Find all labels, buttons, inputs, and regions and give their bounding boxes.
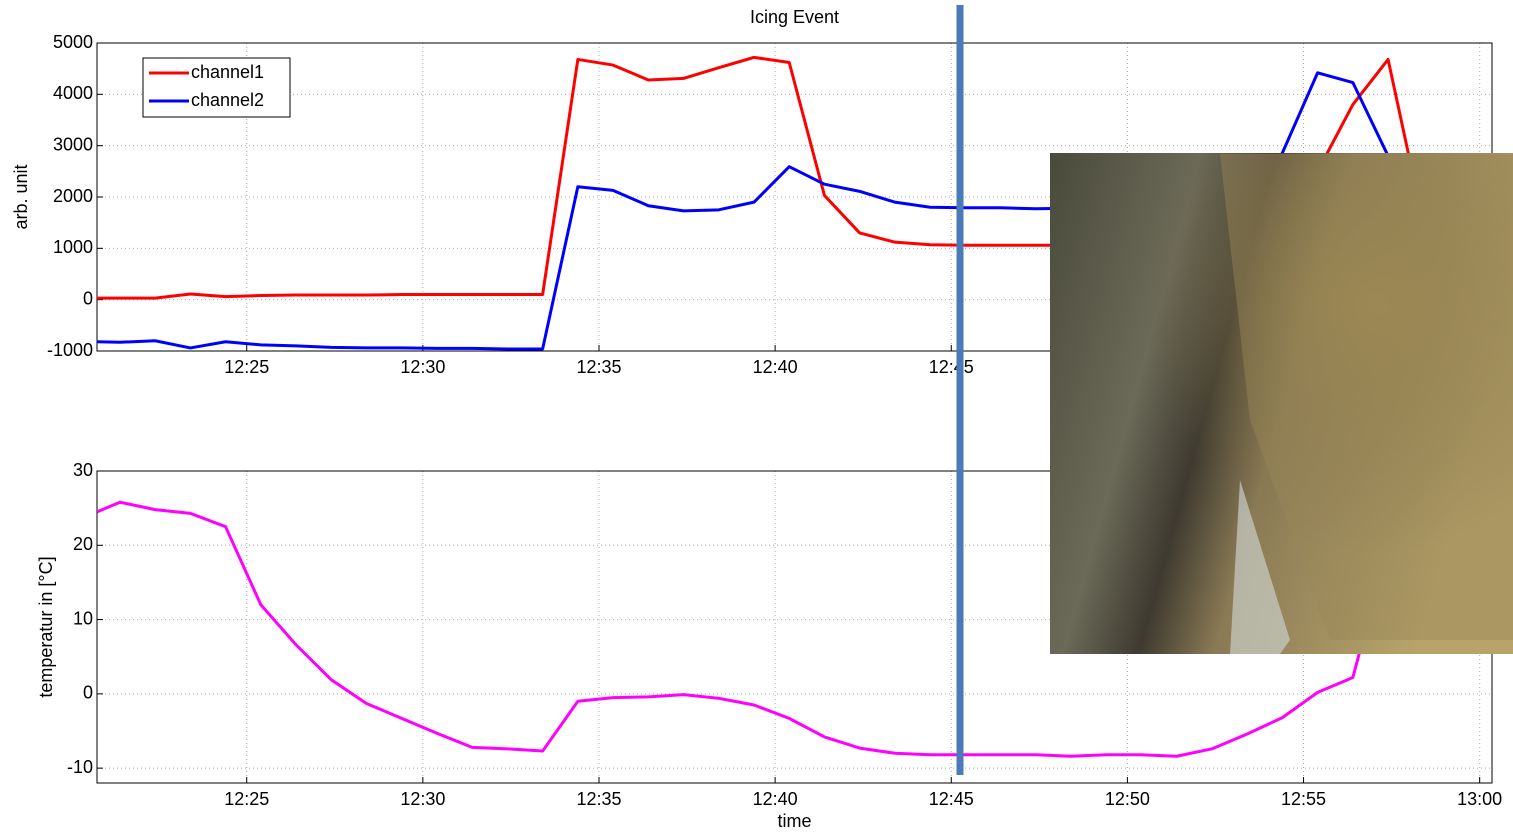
legend-label: channel2 <box>191 90 264 110</box>
x-tick-label: 12:50 <box>1105 789 1150 809</box>
y-tick-label: 1000 <box>53 237 93 257</box>
y-axis-label: arb. unit <box>11 164 31 229</box>
x-tick-label: 12:55 <box>1281 789 1326 809</box>
photo <box>1050 153 1513 654</box>
y-tick-label: 4000 <box>53 83 93 103</box>
y-axis-label: temperatur in [°C] <box>36 556 56 697</box>
x-tick-label: 12:25 <box>224 789 269 809</box>
legend-label: channel1 <box>191 62 264 82</box>
y-tick-label: 0 <box>83 288 93 308</box>
y-tick-label: 10 <box>73 608 93 628</box>
y-tick-label: 5000 <box>53 32 93 52</box>
x-axis-label: time <box>777 811 811 831</box>
y-tick-label: 30 <box>73 460 93 480</box>
y-tick-label: -1000 <box>47 340 93 360</box>
x-tick-label: 13:00 <box>1457 789 1502 809</box>
figure: -1000 0 1000 2000 3000 4000 5000 12:25 12:30 12:3… <box>0 0 1513 832</box>
y-tick-label: 0 <box>83 683 93 703</box>
x-tick-label: 12:35 <box>576 357 621 377</box>
x-tick-label: 12:45 <box>929 357 974 377</box>
y-tick-label: 2000 <box>53 186 93 206</box>
x-tick-label: 12:45 <box>929 789 974 809</box>
x-tick-label: 12:30 <box>400 789 445 809</box>
x-tick-label: 12:40 <box>753 357 798 377</box>
x-tick-label: 12:35 <box>576 789 621 809</box>
chart-title: Icing Event <box>750 7 839 27</box>
y-tick-label: -10 <box>67 757 93 777</box>
y-tick-label: 3000 <box>53 134 93 154</box>
x-tick-label: 12:25 <box>224 357 269 377</box>
x-tick-label: 12:30 <box>400 357 445 377</box>
x-tick-label: 12:40 <box>753 789 798 809</box>
y-tick-label: 20 <box>73 534 93 554</box>
